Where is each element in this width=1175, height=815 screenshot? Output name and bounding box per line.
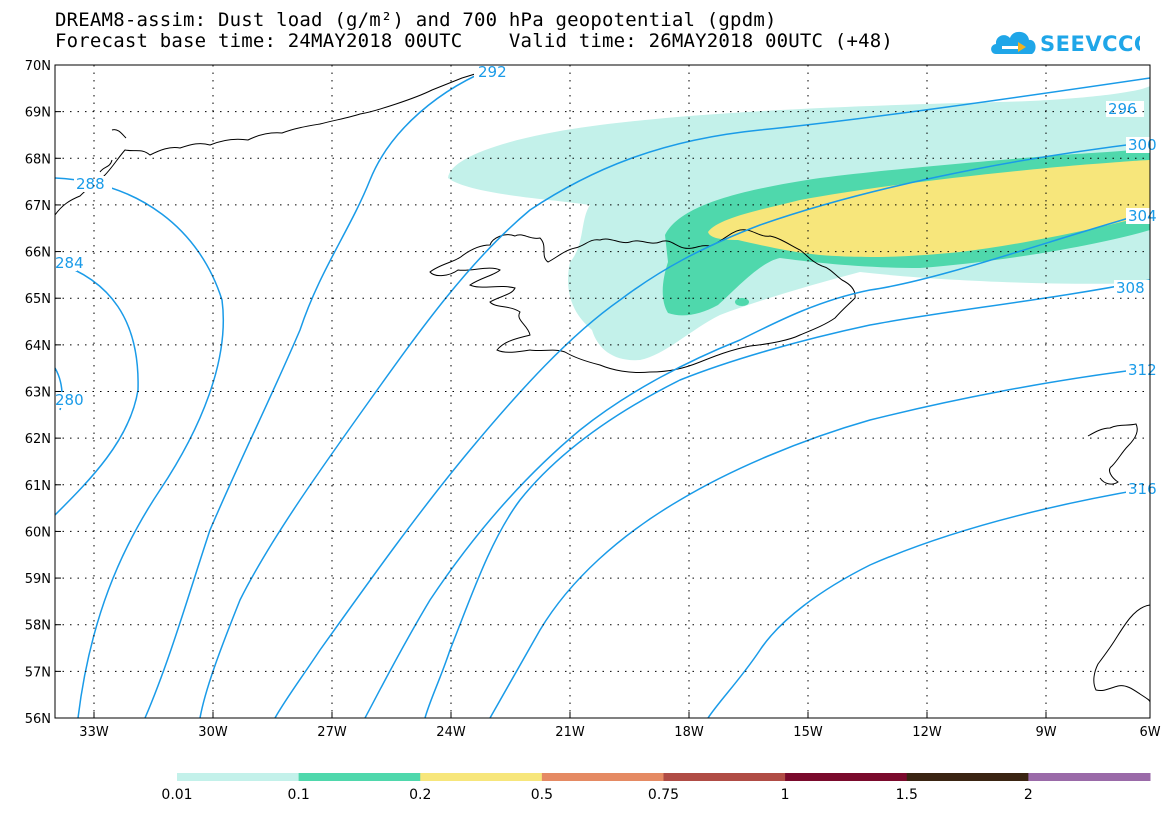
colorbar-label: 0.75 bbox=[648, 787, 679, 803]
lat-label: 70N bbox=[25, 59, 51, 74]
contour-296 bbox=[199, 77, 1151, 719]
lat-label: 61N bbox=[25, 479, 51, 494]
lat-label: 67N bbox=[25, 199, 51, 214]
colorbar-swatch bbox=[1028, 773, 1151, 781]
colorbar-swatch bbox=[541, 773, 664, 781]
contour-label-316: 316 bbox=[1128, 480, 1157, 498]
lon-label: 21W bbox=[555, 725, 585, 740]
geopotential-contours bbox=[54, 65, 1151, 719]
contour-300 bbox=[274, 141, 1151, 719]
lon-label: 12W bbox=[912, 725, 942, 740]
lat-label: 62N bbox=[25, 432, 51, 447]
contour-label-312: 312 bbox=[1128, 361, 1157, 379]
map-title: DREAM8-assim: Dust load (g/m²) and 700 h… bbox=[55, 9, 777, 31]
contour-284 bbox=[54, 261, 139, 516]
contour-label-300: 300 bbox=[1128, 136, 1157, 154]
cloud-logo-icon bbox=[991, 31, 1036, 54]
latitude-labels: 70N 69N 68N 67N 66N 65N 64N 63N 62N 61N 60N 59N 58N 5… bbox=[25, 59, 51, 727]
contour-labels: 292 296 300 304 308 312 316 288 284 280 bbox=[55, 63, 1157, 498]
colorbar-label: 1 bbox=[781, 787, 790, 803]
colorbar-swatch bbox=[420, 773, 543, 781]
seevccc-logo: SEEVCCC bbox=[991, 31, 1140, 56]
dust-area-0.2 bbox=[708, 160, 1150, 257]
colorbar-label: 0.2 bbox=[409, 787, 431, 803]
contour-label-284: 284 bbox=[55, 254, 84, 272]
logo-text: SEEVCCC bbox=[1040, 32, 1140, 56]
colorbar-swatch bbox=[177, 773, 300, 781]
colorbar-swatch bbox=[785, 773, 908, 781]
colorbar-label: 0.1 bbox=[287, 787, 309, 803]
colorbar-swatch bbox=[906, 773, 1029, 781]
lat-label: 63N bbox=[25, 386, 51, 401]
iceland-coastline bbox=[429, 229, 856, 373]
lat-label: 56N bbox=[25, 712, 51, 727]
colorbar-label: 0.5 bbox=[531, 787, 553, 803]
coastlines bbox=[54, 67, 1151, 703]
scotland-coastline bbox=[1093, 604, 1151, 703]
dust-shading bbox=[448, 86, 1150, 361]
lon-label: 6W bbox=[1139, 725, 1160, 740]
faroe-coastline bbox=[1087, 423, 1138, 485]
lon-label: 18W bbox=[674, 725, 704, 740]
colorbar-label: 2 bbox=[1024, 787, 1033, 803]
lat-label: 69N bbox=[25, 106, 51, 121]
forecast-time-line: Forecast base time: 24MAY2018 00UTC Vali… bbox=[55, 30, 894, 52]
longitude-labels: 33W 30W 27W 24W 21W 18W 15W 12W 9W 6W bbox=[79, 725, 1160, 740]
colorbar-label: 0.01 bbox=[161, 787, 192, 803]
map-frame bbox=[54, 64, 1151, 719]
contour-288 bbox=[54, 177, 224, 719]
lon-label: 24W bbox=[436, 725, 466, 740]
contour-304 bbox=[364, 211, 1151, 719]
lat-label: 66N bbox=[25, 246, 51, 261]
lat-label: 60N bbox=[25, 525, 51, 540]
contour-label-296: 296 bbox=[1108, 100, 1137, 118]
lat-label: 68N bbox=[25, 152, 51, 167]
contour-308 bbox=[424, 279, 1151, 719]
lat-label: 58N bbox=[25, 619, 51, 634]
lat-label: 65N bbox=[25, 292, 51, 307]
contour-label-280: 280 bbox=[55, 391, 84, 409]
lat-label: 64N bbox=[25, 339, 51, 354]
greenland-coastline bbox=[54, 67, 493, 216]
contour-312 bbox=[489, 367, 1151, 719]
colorbar-label: 1.5 bbox=[896, 787, 918, 803]
contour-label-308: 308 bbox=[1116, 279, 1145, 297]
lon-label: 15W bbox=[793, 725, 823, 740]
colorbar bbox=[177, 773, 1151, 781]
contour-label-304: 304 bbox=[1128, 207, 1157, 225]
contour-292 bbox=[144, 65, 499, 719]
dust-area-0.1-spot bbox=[735, 298, 749, 306]
lon-label: 27W bbox=[317, 725, 347, 740]
lon-label: 33W bbox=[79, 725, 109, 740]
contour-label-288: 288 bbox=[76, 175, 105, 193]
lon-label: 9W bbox=[1035, 725, 1056, 740]
colorbar-swatch bbox=[663, 773, 786, 781]
colorbar-labels: 0.01 0.1 0.2 0.5 0.75 1 1.5 2 bbox=[161, 787, 1032, 803]
contour-label-292: 292 bbox=[478, 63, 507, 81]
contour-316 bbox=[707, 487, 1151, 719]
greenland-coastline-2 bbox=[99, 129, 127, 173]
lon-label: 30W bbox=[198, 725, 228, 740]
colorbar-swatch bbox=[298, 773, 421, 781]
lat-label: 57N bbox=[25, 665, 51, 680]
lat-label: 59N bbox=[25, 572, 51, 587]
map-graticule bbox=[55, 64, 1151, 719]
